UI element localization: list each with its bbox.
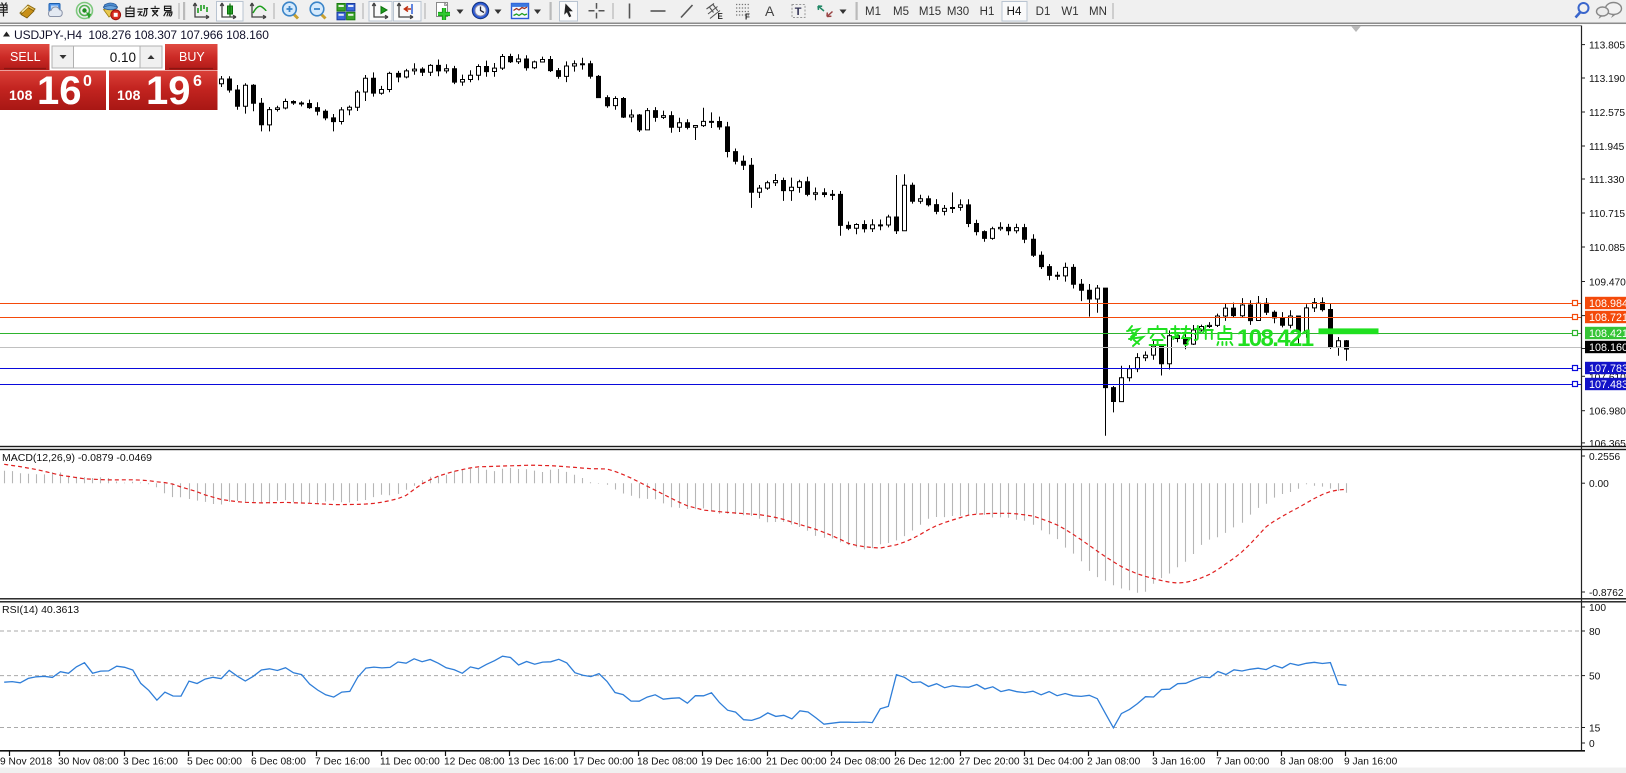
svg-text:106.980: 106.980 <box>1589 407 1626 418</box>
svg-text:F: F <box>745 13 750 22</box>
svg-text:107.783: 107.783 <box>1589 363 1626 375</box>
svg-text:19 Dec 16:00: 19 Dec 16:00 <box>701 757 762 768</box>
svg-text:106.365: 106.365 <box>1589 439 1626 450</box>
svg-text:113.190: 113.190 <box>1589 74 1625 85</box>
svg-text:BUY: BUY <box>179 50 205 64</box>
svg-text:0.2556: 0.2556 <box>1589 452 1620 463</box>
svg-text:112.575: 112.575 <box>1589 108 1625 119</box>
svg-text:30 Nov 08:00: 30 Nov 08:00 <box>58 757 119 768</box>
svg-text:W1: W1 <box>1061 6 1078 18</box>
svg-text:12 Dec 08:00: 12 Dec 08:00 <box>444 757 505 768</box>
svg-text:6: 6 <box>193 73 202 90</box>
svg-text:21 Dec 00:00: 21 Dec 00:00 <box>766 757 827 768</box>
svg-text:108: 108 <box>117 87 141 103</box>
svg-text:H4: H4 <box>1007 6 1022 18</box>
svg-text:3 Jan 16:00: 3 Jan 16:00 <box>1152 757 1206 768</box>
svg-text:6 Dec 08:00: 6 Dec 08:00 <box>251 757 306 768</box>
svg-text:7 Dec 16:00: 7 Dec 16:00 <box>315 757 370 768</box>
svg-text:27 Dec 20:00: 27 Dec 20:00 <box>959 757 1020 768</box>
svg-text:108.421: 108.421 <box>1589 328 1626 340</box>
svg-text:-0.8762: -0.8762 <box>1589 588 1624 599</box>
svg-text:111.330: 111.330 <box>1589 175 1625 186</box>
svg-text:108.160: 108.160 <box>1589 342 1626 354</box>
svg-text:0: 0 <box>83 73 92 90</box>
svg-text:80: 80 <box>1589 627 1601 638</box>
svg-text:MACD(12,26,9) -0.0879 -0.0469: MACD(12,26,9) -0.0879 -0.0469 <box>2 452 152 464</box>
svg-text:9 Jan 16:00: 9 Jan 16:00 <box>1344 757 1398 768</box>
svg-text:MN: MN <box>1089 6 1107 18</box>
svg-text:109.470: 109.470 <box>1589 278 1626 289</box>
svg-text:M5: M5 <box>893 6 909 18</box>
svg-text:SELL: SELL <box>10 50 41 64</box>
svg-text:108.984: 108.984 <box>1589 298 1626 310</box>
svg-text:18 Dec 08:00: 18 Dec 08:00 <box>637 757 698 768</box>
svg-text:31 Dec 04:00: 31 Dec 04:00 <box>1023 757 1084 768</box>
svg-text:110.085: 110.085 <box>1589 243 1625 254</box>
svg-text:15: 15 <box>1589 724 1601 735</box>
svg-text:5 Dec 00:00: 5 Dec 00:00 <box>187 757 242 768</box>
svg-text:11 Dec 00:00: 11 Dec 00:00 <box>380 757 440 768</box>
svg-text:M15: M15 <box>919 6 941 18</box>
svg-text:3 Dec 16:00: 3 Dec 16:00 <box>123 757 178 768</box>
svg-text:2 Jan 08:00: 2 Jan 08:00 <box>1087 757 1141 768</box>
svg-text:0: 0 <box>1589 739 1595 750</box>
svg-text:RSI(14) 40.3613: RSI(14) 40.3613 <box>2 604 79 616</box>
svg-text:100: 100 <box>1589 603 1606 614</box>
svg-text:0.00: 0.00 <box>1589 479 1609 490</box>
svg-text:108: 108 <box>9 87 33 103</box>
svg-text:111.945: 111.945 <box>1589 142 1625 153</box>
svg-text:8 Jan 08:00: 8 Jan 08:00 <box>1280 757 1334 768</box>
svg-text:26 Dec 12:00: 26 Dec 12:00 <box>894 757 955 768</box>
svg-text:50: 50 <box>1589 672 1601 683</box>
svg-text:13 Dec 16:00: 13 Dec 16:00 <box>508 757 569 768</box>
svg-text:H1: H1 <box>980 6 995 18</box>
svg-text:D1: D1 <box>1036 6 1051 18</box>
svg-text:110.715: 110.715 <box>1589 209 1625 220</box>
svg-text:7 Jan 00:00: 7 Jan 00:00 <box>1216 757 1270 768</box>
svg-text:108.421: 108.421 <box>1237 325 1314 352</box>
svg-text:107.483: 107.483 <box>1589 379 1626 391</box>
svg-text:19: 19 <box>146 69 191 113</box>
svg-text:T: T <box>795 6 802 18</box>
svg-text:0.10: 0.10 <box>110 50 136 65</box>
svg-text:A: A <box>765 3 775 19</box>
svg-text:M30: M30 <box>947 6 969 18</box>
svg-text:108.721: 108.721 <box>1589 312 1626 324</box>
svg-text:17 Dec 00:00: 17 Dec 00:00 <box>573 757 634 768</box>
svg-text:E: E <box>718 12 724 21</box>
svg-text:USDJPY-,H4 108.276 108.307 10: USDJPY-,H4 108.276 108.307 107.966 108.1… <box>14 28 269 42</box>
svg-text:24 Dec 08:00: 24 Dec 08:00 <box>830 757 891 768</box>
svg-text:9 Nov 2018: 9 Nov 2018 <box>0 757 52 768</box>
svg-text:M1: M1 <box>865 6 881 18</box>
svg-text:113.805: 113.805 <box>1589 41 1625 52</box>
svg-text:16: 16 <box>37 69 82 113</box>
